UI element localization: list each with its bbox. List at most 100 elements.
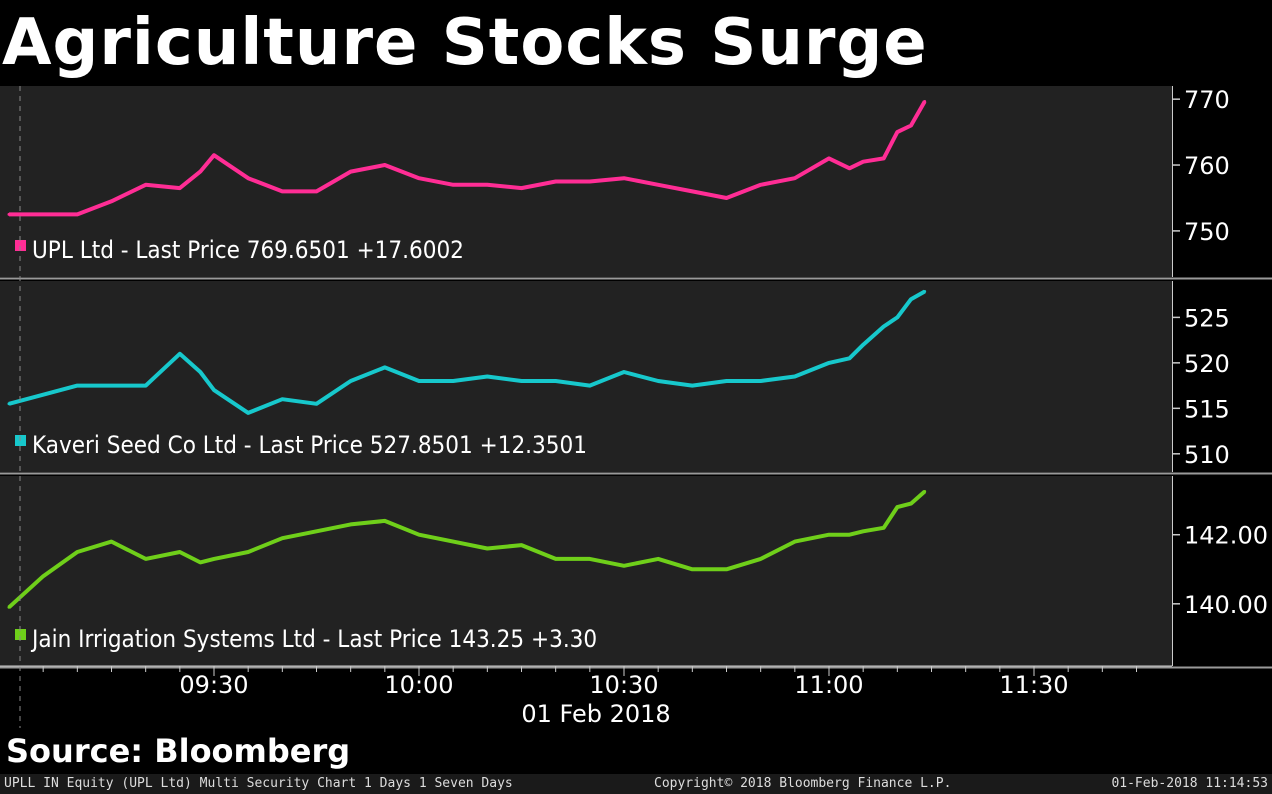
series-point (383, 519, 387, 523)
series-point (212, 388, 216, 392)
series-point (246, 411, 250, 415)
footer-security-info: UPLL IN Equity (UPL Ltd) Multi Security … (4, 776, 513, 791)
series-point (485, 375, 489, 378)
series-point (383, 163, 387, 167)
y-tick-label: 750 (1184, 218, 1230, 246)
series-point (7, 212, 11, 216)
series-point (622, 564, 626, 568)
series-point (417, 176, 421, 180)
series-point (212, 153, 216, 157)
series-point (315, 402, 318, 406)
series-point (315, 529, 318, 533)
series-point (41, 574, 45, 578)
series-point (690, 567, 694, 571)
series-point (144, 384, 148, 388)
chart-title-bar: Agriculture Stocks Surge (0, 0, 1272, 86)
series-point (895, 315, 899, 319)
series-point (349, 170, 353, 174)
panel-jain: 142.00 140.00 Jain Irrigation Systems Ltd … (0, 476, 1272, 669)
series-point (923, 99, 927, 103)
series-point (690, 189, 694, 193)
series-point (110, 384, 113, 388)
series-point (417, 533, 421, 537)
series-point (41, 212, 45, 216)
series-point (520, 379, 523, 383)
series-point (451, 183, 455, 187)
series-point (110, 540, 113, 544)
series-point (882, 156, 886, 160)
series-point (75, 384, 79, 388)
series-point (923, 490, 927, 494)
series-point (485, 547, 489, 551)
series-point (198, 370, 202, 374)
series-point (861, 343, 865, 347)
series-point (793, 176, 797, 180)
series-point (588, 180, 592, 183)
legend-swatch-jain (15, 629, 26, 640)
series-point (280, 536, 284, 540)
series-line-kaveri (8, 289, 926, 415)
legend-swatch-upl (15, 240, 26, 251)
chart-title: Agriculture Stocks Surge (2, 6, 928, 80)
series-point (848, 356, 851, 360)
panel-upl: 770 760 750 UPL Ltd - Last Price 769.6501 +… (0, 86, 1272, 280)
y-tick-label: 520 (1184, 350, 1230, 378)
series-point (622, 176, 626, 180)
series-point (417, 379, 421, 383)
series-point (909, 124, 913, 128)
series-point (656, 557, 660, 561)
x-tick-label: 10:30 (589, 671, 658, 699)
series-point (451, 540, 455, 544)
series-point (725, 379, 728, 383)
series-point (622, 370, 626, 374)
series-point (882, 324, 886, 328)
panel-background (0, 476, 1172, 666)
series-point (246, 550, 250, 554)
y-tick-label: 515 (1184, 395, 1230, 423)
series-point (848, 533, 851, 537)
y-tick-label: 510 (1184, 441, 1230, 469)
multi-security-chart: 770 760 750 UPL Ltd - Last Price 769.6501 +… (0, 86, 1272, 730)
series-point (554, 180, 558, 183)
series-point (280, 189, 284, 193)
x-tick-label: 11:00 (794, 671, 863, 699)
series-point (793, 375, 797, 378)
series-point (827, 156, 831, 160)
series-point (848, 166, 851, 170)
series-point (759, 379, 763, 383)
panel-background (0, 281, 1172, 472)
x-tick-label: 10:00 (384, 671, 453, 699)
series-point (923, 289, 927, 293)
series-point (895, 130, 899, 134)
series-point (41, 393, 45, 397)
series-point (895, 505, 899, 509)
series-point (110, 199, 113, 203)
status-footer: UPLL IN Equity (UPL Ltd) Multi Security … (0, 774, 1272, 794)
series-point (725, 567, 728, 571)
x-date-label: 01 Feb 2018 (521, 700, 670, 728)
x-tick-label: 09:30 (179, 671, 248, 699)
series-point (7, 402, 11, 406)
source-label: Source: Bloomberg (6, 732, 351, 770)
series-point (759, 557, 763, 561)
series-point (349, 522, 353, 526)
series-point (793, 540, 797, 544)
series-point (909, 297, 913, 301)
series-point (178, 186, 182, 190)
footer-timestamp: 01-Feb-2018 11:14:53 (1111, 776, 1268, 791)
series-point (520, 186, 523, 190)
series-point (827, 533, 831, 537)
series-point (485, 183, 489, 187)
series-line-jain (7, 490, 927, 609)
series-point (861, 529, 865, 533)
legend-label-jain: Jain Irrigation Systems Ltd - Last Price… (30, 625, 597, 653)
series-point (7, 605, 11, 609)
series-point (725, 196, 728, 200)
legend-label-upl: UPL Ltd - Last Price 769.6501 +17.6002 (32, 236, 464, 264)
series-point (759, 183, 763, 187)
series-point (451, 379, 455, 383)
series-point (554, 557, 558, 561)
series-point (588, 384, 592, 388)
series-point (554, 379, 558, 383)
series-point (144, 183, 148, 187)
